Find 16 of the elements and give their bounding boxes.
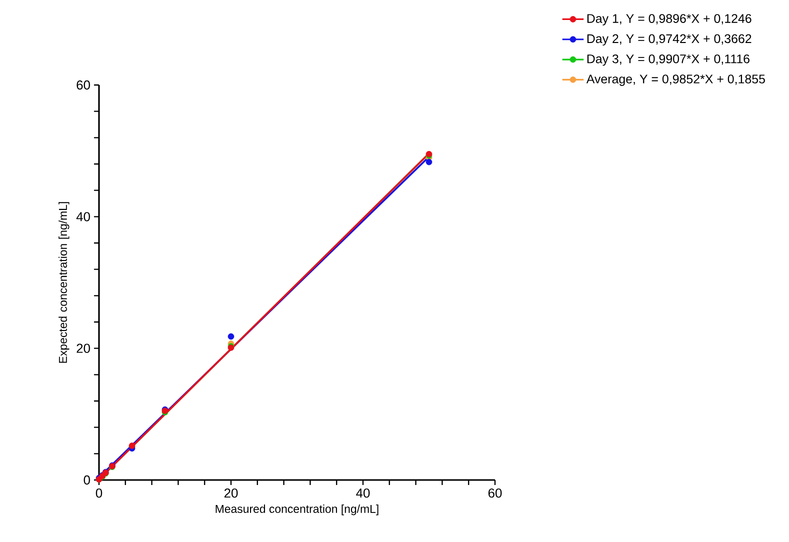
point (228, 333, 234, 340)
x-tick-label: 0 (96, 488, 102, 498)
y-tick-label: 0 (84, 475, 90, 485)
x-tick-label: 60 (488, 488, 502, 498)
y-tick-label: 40 (76, 212, 90, 222)
y-tick-label: 20 (76, 344, 90, 353)
point (426, 158, 432, 166)
legend-label: Day 3, Y = 0,9907*X + 0,1116 (587, 54, 750, 66)
x-tick-label: 40 (356, 488, 370, 498)
legend-label: Day 2, Y = 0,9742*X + 0,3662 (587, 34, 752, 46)
x-tick-label: 20 (224, 488, 238, 498)
legend-label: Day 1, Y = 0,9896*X + 0,1246 (587, 14, 752, 26)
y-tick-label: 60 (76, 80, 90, 90)
legend-label: Average, Y = 0,9852*X + 0,1855 (586, 74, 765, 86)
y-axis-title: Expected concentration [ng/mL] (58, 202, 70, 363)
x-axis-title: Measured concentration [ng/mL] (216, 504, 378, 516)
